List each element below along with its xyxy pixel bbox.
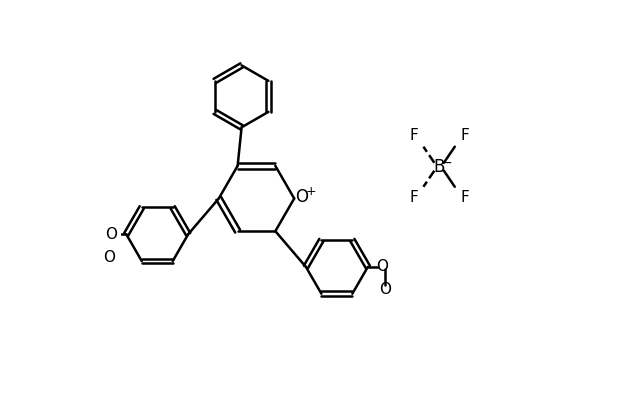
Text: −: −: [440, 156, 452, 170]
Text: O: O: [379, 282, 391, 297]
Text: F: F: [460, 128, 469, 143]
Text: B: B: [433, 158, 445, 176]
Text: O: O: [295, 187, 308, 206]
Text: O: O: [106, 227, 118, 242]
Text: O: O: [103, 250, 115, 265]
Text: O: O: [376, 259, 388, 274]
Text: F: F: [409, 128, 418, 143]
Text: F: F: [409, 191, 418, 205]
Text: +: +: [305, 185, 316, 198]
Text: F: F: [460, 191, 469, 205]
